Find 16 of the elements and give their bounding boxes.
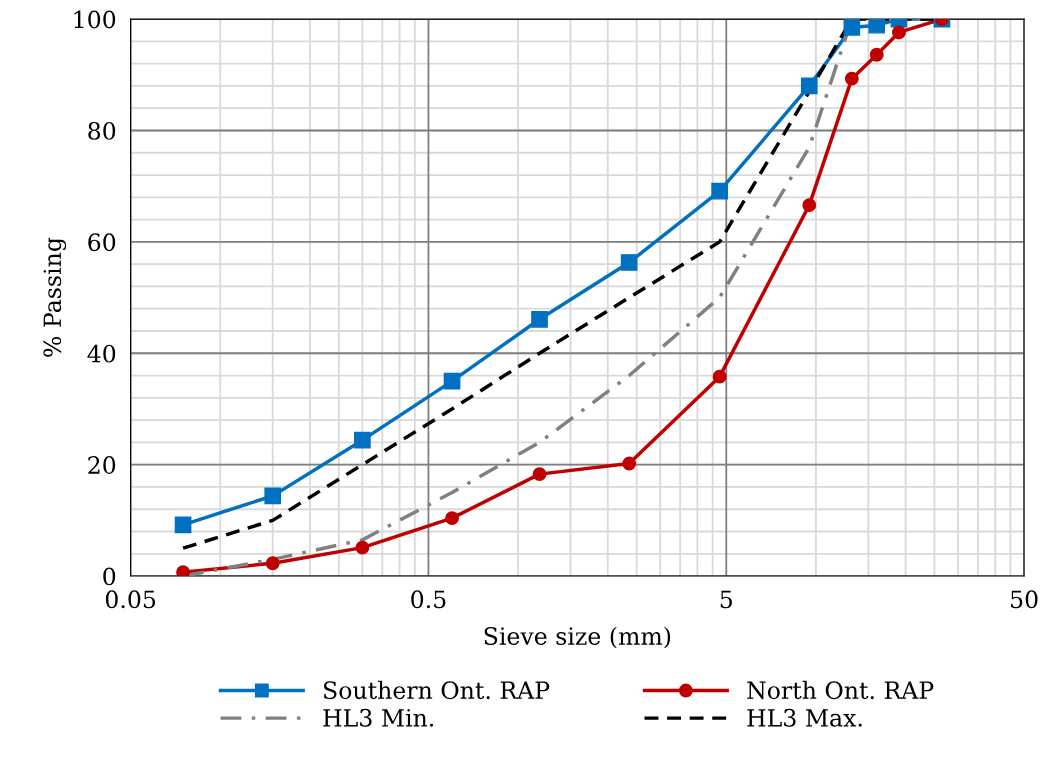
y-tick-label: 40 — [87, 344, 116, 363]
legend-label: North Ont. RAP — [747, 680, 934, 700]
y-tick-label: 0 — [103, 567, 116, 586]
x-tick-label: 5 — [720, 590, 732, 609]
y-tick-label: 80 — [88, 121, 116, 140]
x-tick-label: 0.5 — [411, 590, 446, 609]
legend-label: HL3 Max. — [747, 708, 862, 727]
y-tick-label: 60 — [88, 233, 116, 252]
x-tick-label: 50 — [1011, 590, 1038, 609]
x-tick-label: 0.05 — [105, 590, 156, 609]
legend-label: Southern Ont. RAP — [324, 680, 550, 700]
y-tick-label: 100 — [74, 10, 116, 29]
y-tick-label: 20 — [88, 456, 116, 474]
y-axis-title: % Passing — [43, 237, 67, 357]
x-axis-title: Sieve size (mm) — [484, 626, 671, 649]
legend-label: HL3 Min. — [323, 708, 434, 727]
